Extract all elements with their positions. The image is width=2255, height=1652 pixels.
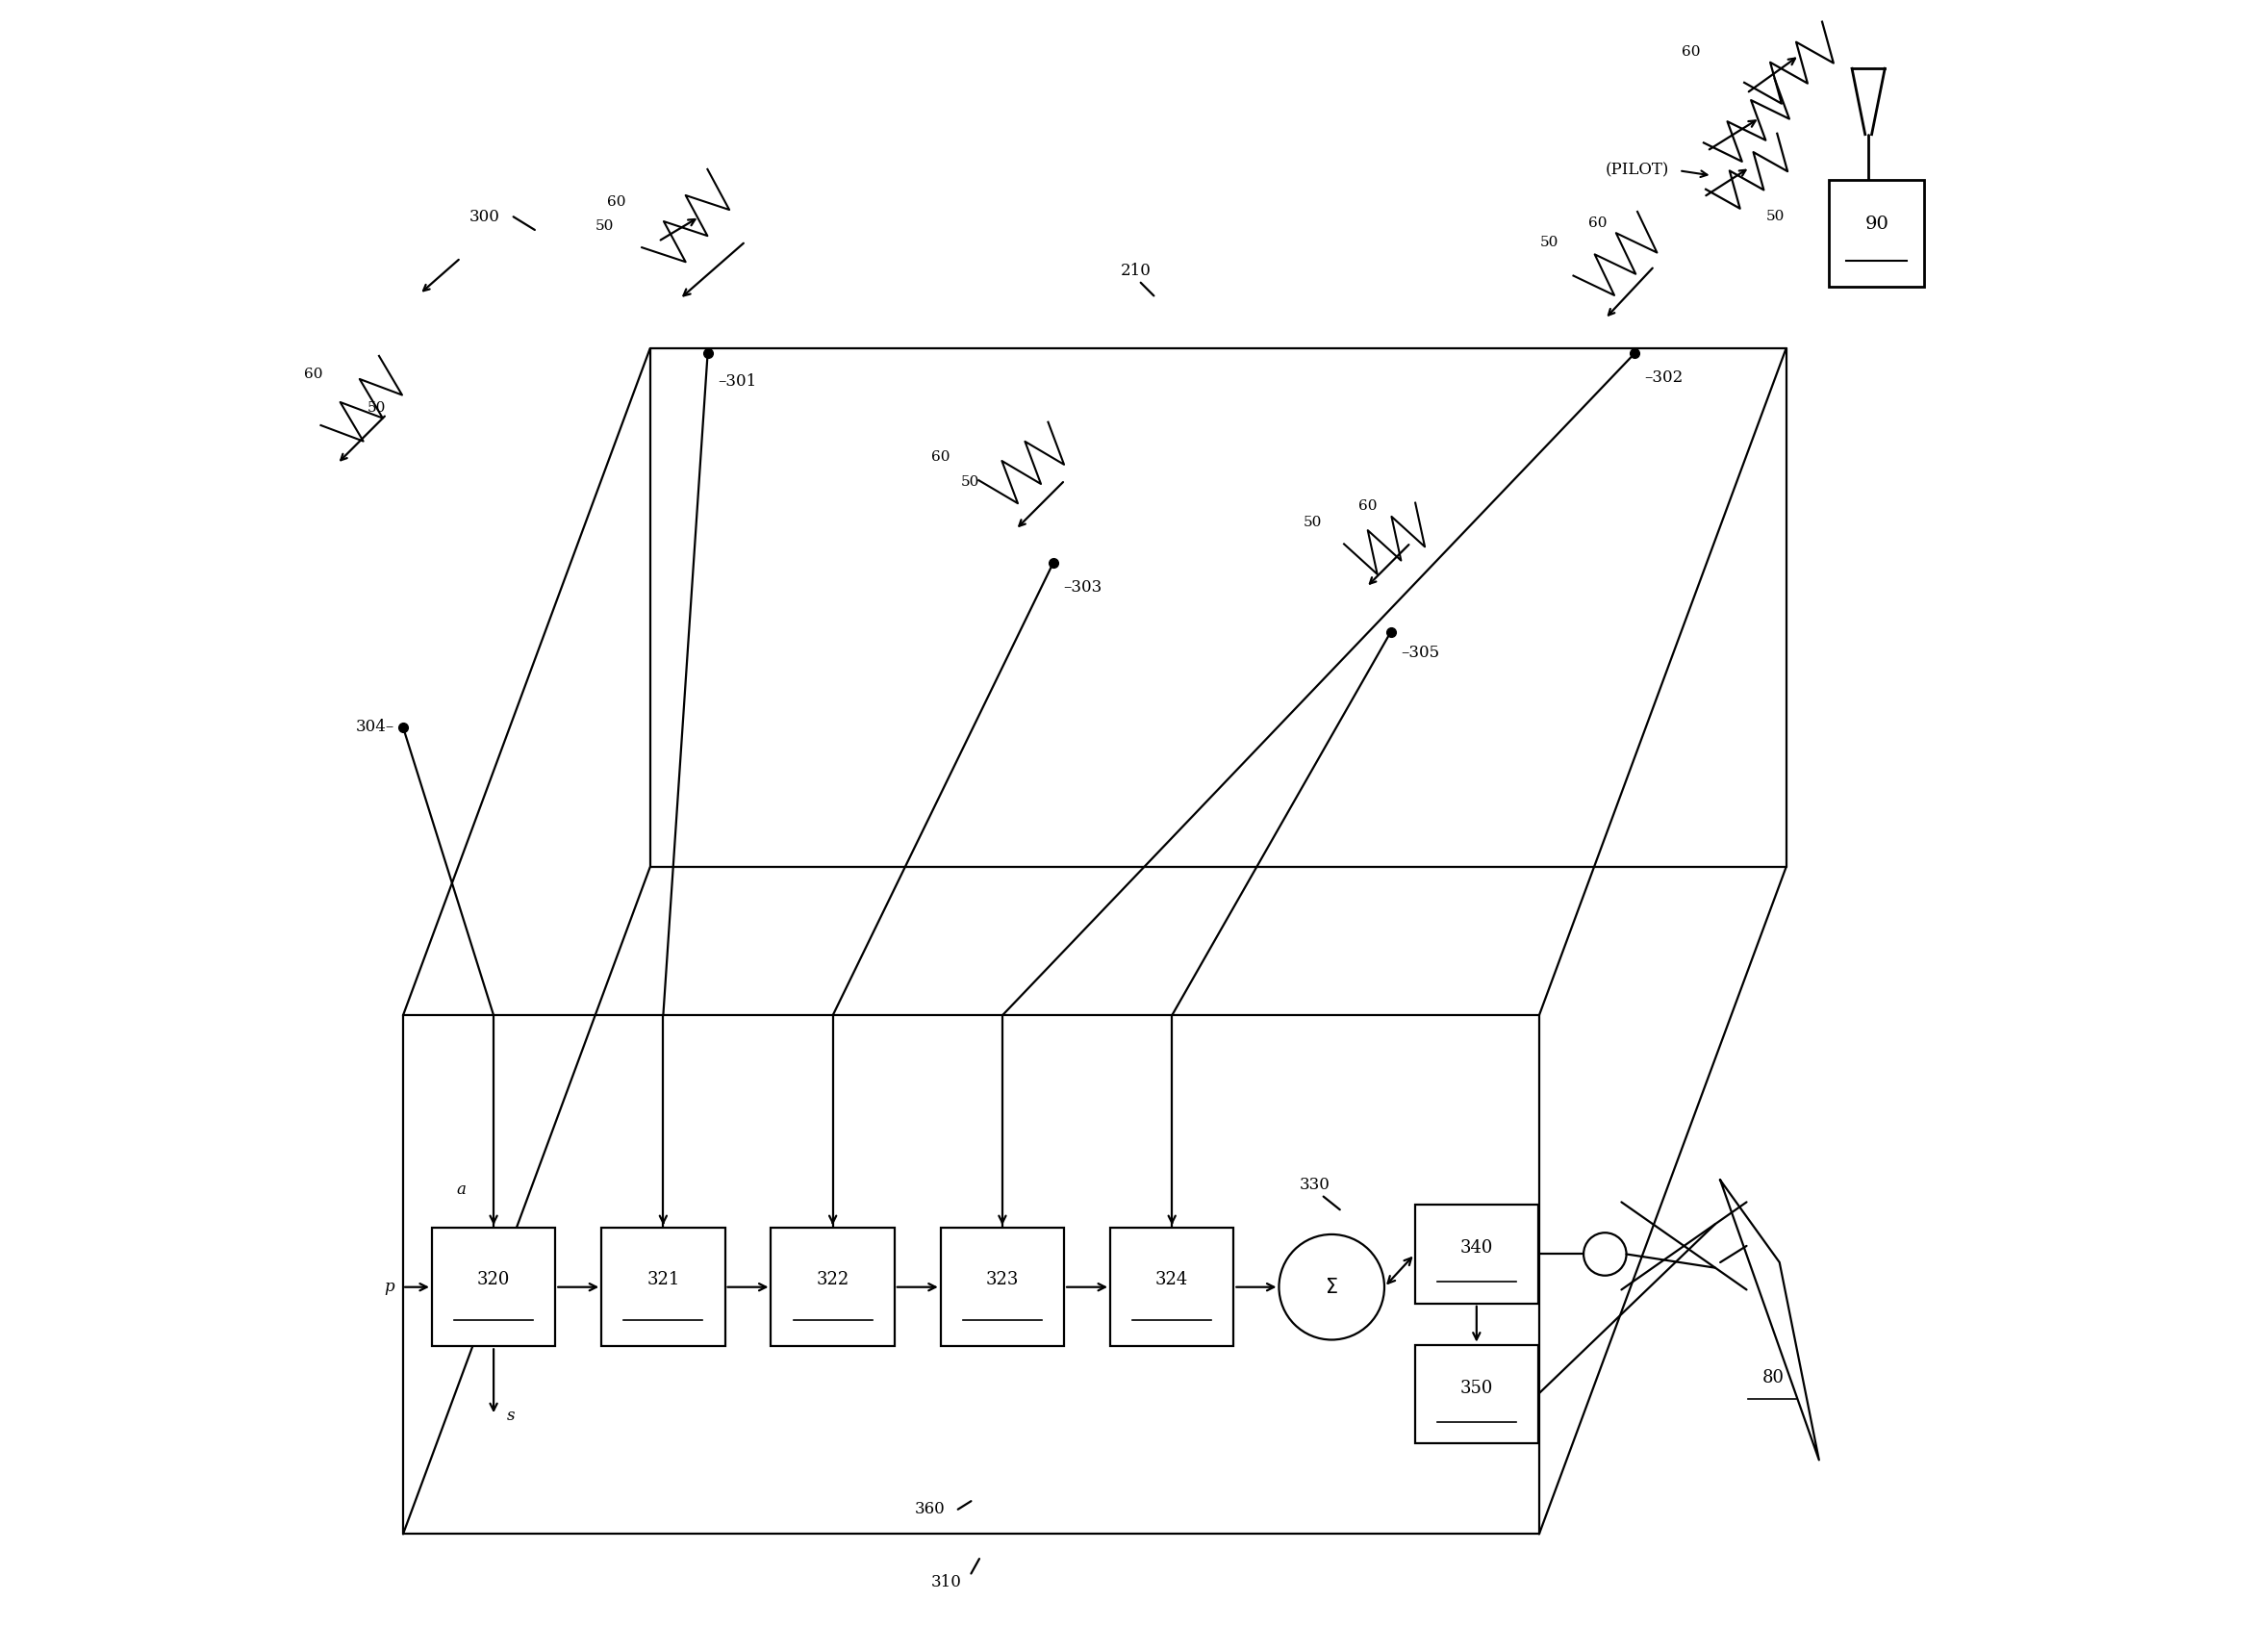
- Text: 210: 210: [1121, 263, 1150, 279]
- Text: 60: 60: [1588, 216, 1608, 230]
- Text: 60: 60: [931, 451, 949, 464]
- Text: 90: 90: [1865, 216, 1890, 233]
- Bar: [602, 1227, 724, 1346]
- Text: (PILOT): (PILOT): [1606, 162, 1669, 178]
- Text: 323: 323: [985, 1272, 1019, 1289]
- Text: 360: 360: [916, 1502, 945, 1518]
- Text: 60: 60: [1682, 45, 1700, 59]
- Text: 50: 50: [961, 476, 979, 489]
- Text: 50: 50: [1540, 236, 1558, 249]
- Text: a: a: [456, 1181, 467, 1198]
- Bar: [940, 1227, 1064, 1346]
- Text: 60: 60: [304, 368, 322, 382]
- Text: 50: 50: [368, 401, 386, 415]
- Text: 324: 324: [1155, 1272, 1188, 1289]
- Text: $\Sigma$: $\Sigma$: [1326, 1277, 1337, 1297]
- Bar: [1414, 1204, 1538, 1303]
- Text: 304–: 304–: [356, 719, 395, 735]
- Text: 330: 330: [1299, 1176, 1330, 1193]
- Text: 50: 50: [1303, 515, 1321, 530]
- Text: p: p: [383, 1279, 395, 1295]
- Text: 320: 320: [478, 1272, 510, 1289]
- Text: 310: 310: [931, 1574, 961, 1589]
- Text: –305: –305: [1400, 644, 1439, 661]
- Text: 80: 80: [1761, 1370, 1784, 1386]
- Text: 50: 50: [1766, 210, 1786, 223]
- Text: –302: –302: [1644, 370, 1682, 387]
- Text: 321: 321: [647, 1272, 679, 1289]
- Bar: [771, 1227, 895, 1346]
- Bar: [433, 1227, 555, 1346]
- Text: 340: 340: [1459, 1239, 1493, 1257]
- Bar: [1414, 1345, 1538, 1444]
- Text: 60: 60: [607, 195, 625, 208]
- Text: 50: 50: [595, 220, 613, 233]
- Text: 300: 300: [469, 208, 501, 225]
- Text: 60: 60: [1358, 499, 1378, 514]
- Text: –301: –301: [717, 373, 755, 390]
- Text: 350: 350: [1459, 1379, 1493, 1398]
- Text: s: s: [507, 1408, 514, 1424]
- Text: 322: 322: [816, 1272, 850, 1289]
- Bar: [1109, 1227, 1233, 1346]
- Bar: [1829, 180, 1924, 287]
- Text: –303: –303: [1064, 578, 1103, 595]
